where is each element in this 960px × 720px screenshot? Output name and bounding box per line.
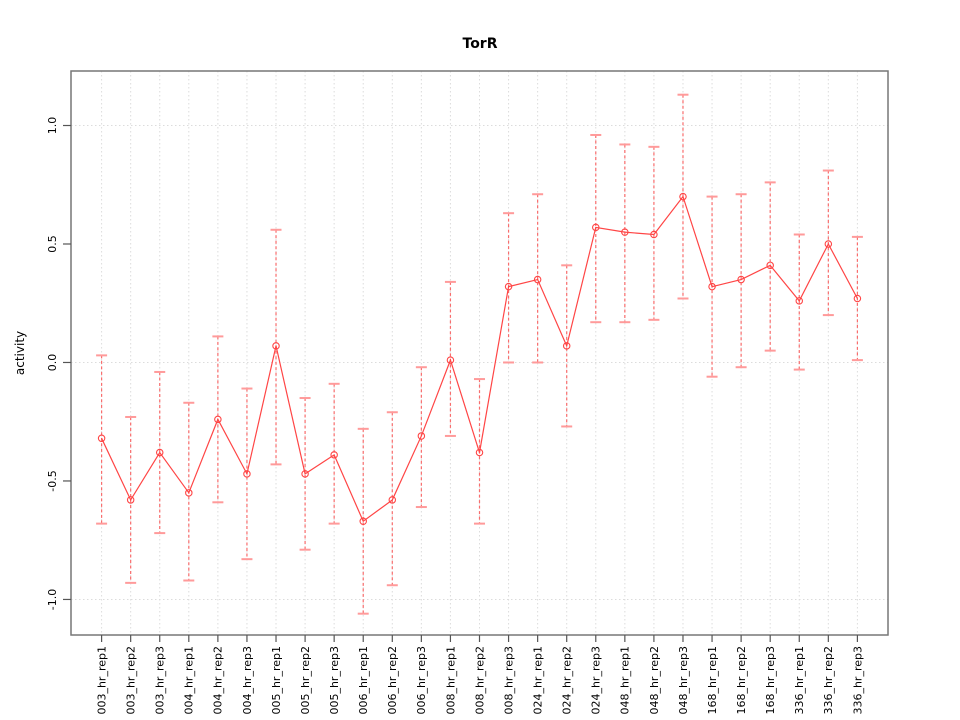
x-tick-label: 005_hr_rep1 xyxy=(270,646,283,715)
x-tick-label: 006_hr_rep1 xyxy=(357,646,370,715)
chart-title: TorR xyxy=(462,36,498,52)
x-tick-label: 004_hr_rep2 xyxy=(212,646,225,715)
x-tick-label: 005_hr_rep3 xyxy=(328,646,341,715)
data-point xyxy=(330,451,338,459)
x-tick-label: 048_hr_rep3 xyxy=(677,646,690,715)
data-point xyxy=(853,294,862,303)
x-tick-label: 048_hr_rep2 xyxy=(648,646,661,715)
x-tick-label: 006_hr_rep2 xyxy=(386,646,399,715)
y-tick-label: -1.0 xyxy=(46,589,59,610)
data-point xyxy=(708,282,716,291)
data-point xyxy=(766,261,774,270)
series-line xyxy=(101,195,858,523)
data-point xyxy=(824,240,833,248)
x-tick-label: 006_hr_rep3 xyxy=(415,646,428,715)
data-point xyxy=(621,228,629,236)
data-point xyxy=(388,496,397,504)
data-point xyxy=(97,434,106,443)
data-point xyxy=(446,356,455,364)
data-point xyxy=(562,342,571,350)
data-point xyxy=(272,342,280,350)
x-tick-label: 003_hr_rep1 xyxy=(95,646,108,715)
x-tick-label: 004_hr_rep1 xyxy=(183,646,196,715)
x-tick-label: 008_hr_rep1 xyxy=(444,646,457,715)
data-point xyxy=(417,432,426,440)
x-tick-label: 336_hr_rep2 xyxy=(822,646,835,715)
y-tick-label: 1.0 xyxy=(46,117,59,135)
x-tick-label: 003_hr_rep2 xyxy=(125,646,138,715)
data-point xyxy=(592,223,600,232)
data-point xyxy=(301,470,309,478)
x-tick-label: 003_hr_rep3 xyxy=(154,646,167,715)
x-tick-label: 008_hr_rep3 xyxy=(502,646,515,715)
data-point xyxy=(214,415,222,424)
data-point xyxy=(533,275,542,284)
data-point xyxy=(126,496,135,504)
y-tick-label: 0.0 xyxy=(46,354,59,372)
x-tick-label: 024_hr_rep2 xyxy=(561,646,574,715)
data-point xyxy=(650,230,658,239)
data-point xyxy=(679,192,687,201)
data-point xyxy=(504,282,513,291)
data-point xyxy=(475,448,484,457)
x-tick-label: 048_hr_rep1 xyxy=(619,646,632,715)
x-tick-label: 168_hr_rep2 xyxy=(735,646,748,715)
data-point xyxy=(155,448,164,457)
x-tick-label: 004_hr_rep3 xyxy=(241,646,254,715)
x-tick-label: 005_hr_rep2 xyxy=(299,646,312,715)
y-tick-label: 0.5 xyxy=(46,235,59,253)
x-tick-label: 336_hr_rep1 xyxy=(793,646,806,715)
x-tick-label: 168_hr_rep1 xyxy=(706,646,719,715)
x-tick-label: 168_hr_rep3 xyxy=(764,646,777,715)
x-tick-label: 008_hr_rep2 xyxy=(473,646,486,715)
data-point xyxy=(795,297,804,305)
x-tick-label: 024_hr_rep3 xyxy=(590,646,603,715)
x-tick-label: 336_hr_rep3 xyxy=(851,646,864,715)
y-axis-label: activity xyxy=(13,331,27,375)
y-tick-label: -0.5 xyxy=(46,470,59,491)
data-point xyxy=(737,275,745,284)
data-point xyxy=(185,489,193,497)
data-point xyxy=(243,470,251,478)
data-point xyxy=(359,517,367,526)
x-tick-label: 024_hr_rep1 xyxy=(531,646,544,715)
